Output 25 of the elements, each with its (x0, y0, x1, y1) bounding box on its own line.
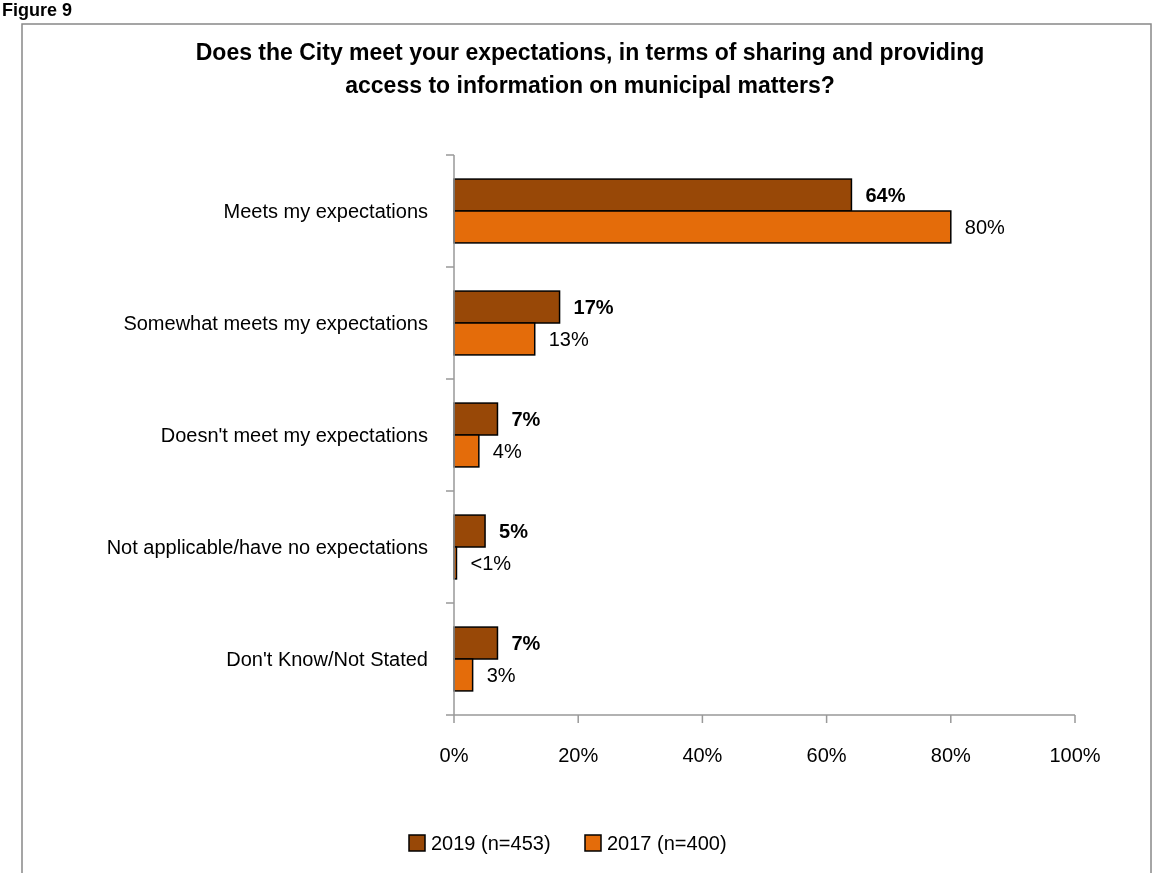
legend-label: 2019 (n=453) (431, 832, 551, 854)
data-label: 80% (964, 215, 1006, 238)
caption: Figure 9 (2, 0, 73, 21)
data-label: 7% (511, 408, 541, 431)
data-label: 17% (573, 296, 614, 319)
chart-title: Does the City meet your expectations, in terms of sharing and providing access to information on municipal matters? (195, 39, 985, 98)
x-tick-label: 40% (682, 744, 723, 766)
legend-label: 2017 (n=400) (607, 832, 727, 854)
data-label: 64% (865, 184, 906, 207)
x-tick-label: 100% (1049, 744, 1101, 766)
x-tick-label: 80% (930, 744, 972, 766)
data-label: 13% (548, 327, 589, 350)
data-label: <1% (470, 551, 512, 574)
y-tick-label: Meets my expectations (223, 200, 428, 222)
x-tick-label: 0% (439, 744, 469, 766)
x-tick-label: 20% (558, 744, 599, 766)
y-tick-label: Don't Know/Not Stated (226, 648, 428, 670)
data-label: 4% (492, 439, 522, 462)
x-tick-label: 60% (806, 744, 847, 766)
y-tick-label: Somewhat meets my expectations (123, 312, 428, 334)
data-label: 5% (499, 520, 529, 543)
y-tick-label: Doesn't meet my expectations (160, 424, 428, 446)
y-tick-label: Not applicable/have no expectations (106, 536, 428, 558)
data-label: 3% (486, 663, 516, 686)
data-label: 7% (511, 632, 541, 655)
